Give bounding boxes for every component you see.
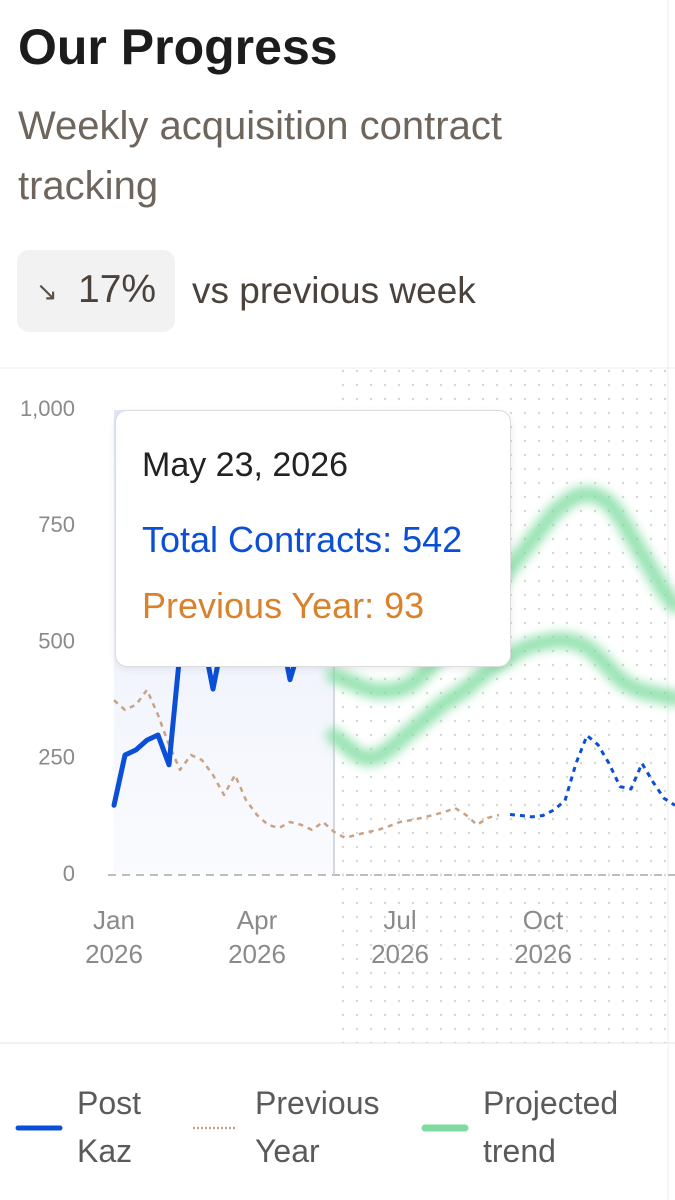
badge-value: 17% bbox=[78, 268, 157, 311]
x-tick-label: Apr 2026 bbox=[228, 905, 286, 969]
tooltip bbox=[115, 410, 511, 667]
y-tick-label: 750 bbox=[38, 512, 75, 537]
series-line bbox=[509, 734, 675, 819]
tooltip-line: Previous Year: 93 bbox=[142, 585, 425, 626]
badge-note: vs previous week bbox=[192, 270, 476, 311]
title: Our Progress bbox=[18, 19, 338, 75]
x-tick-label: Jan 2026 bbox=[85, 905, 143, 969]
trend-icon: ↘ bbox=[36, 276, 58, 306]
tooltip-title: May 23, 2026 bbox=[142, 446, 349, 484]
tooltip-line: Total Contracts: 542 bbox=[142, 519, 463, 560]
legend-label: Post Kaz bbox=[77, 1085, 142, 1169]
y-tick-label: 0 bbox=[63, 861, 75, 886]
legend-label: Projected trend bbox=[483, 1085, 619, 1169]
x-tick-label: Oct 2026 bbox=[514, 905, 572, 969]
x-tick-label: Jul 2026 bbox=[371, 905, 429, 969]
legend-label: Previous Year bbox=[255, 1085, 380, 1169]
y-tick-label: 500 bbox=[38, 628, 75, 653]
badge bbox=[17, 250, 175, 332]
subtitle: Weekly acquisition contract tracking bbox=[18, 104, 502, 208]
y-tick-label: 250 bbox=[38, 745, 75, 770]
y-tick-label: 1,000 bbox=[20, 396, 75, 421]
